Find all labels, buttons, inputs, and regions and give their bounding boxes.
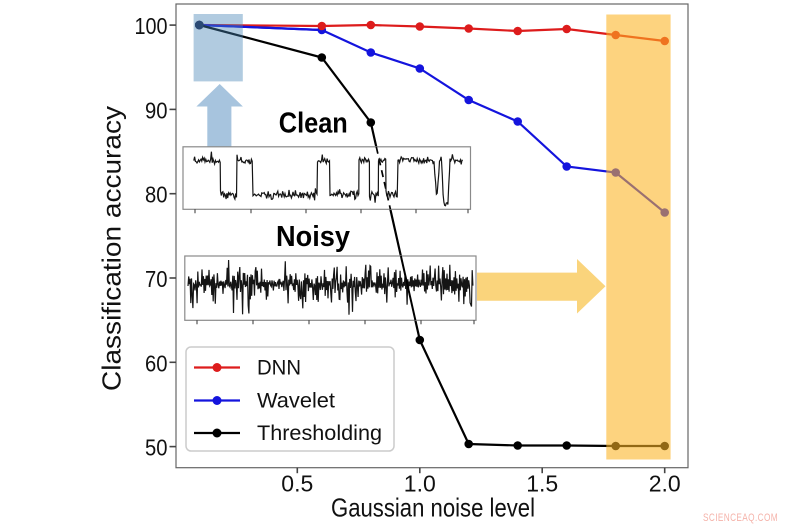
svg-text:2.0: 2.0 xyxy=(649,471,681,497)
svg-text:50: 50 xyxy=(145,435,168,461)
svg-text:SCIENCEAQ.COM: SCIENCEAQ.COM xyxy=(703,512,778,524)
svg-text:Gaussian noise level: Gaussian noise level xyxy=(331,493,535,523)
svg-text:1.0: 1.0 xyxy=(404,471,436,497)
svg-text:100: 100 xyxy=(135,13,168,39)
svg-text:60: 60 xyxy=(145,350,168,376)
svg-text:Clean: Clean xyxy=(279,108,348,140)
svg-text:Wavelet: Wavelet xyxy=(257,390,335,413)
svg-text:Noisy: Noisy xyxy=(276,221,350,253)
svg-text:70: 70 xyxy=(145,266,168,292)
svg-text:Classification accuracy: Classification accuracy xyxy=(97,106,127,391)
svg-text:DNN: DNN xyxy=(257,357,301,380)
svg-text:1.5: 1.5 xyxy=(526,471,558,497)
svg-text:80: 80 xyxy=(145,182,168,208)
svg-text:Thresholding: Thresholding xyxy=(257,422,382,445)
svg-text:90: 90 xyxy=(145,97,168,123)
svg-text:0.5: 0.5 xyxy=(281,471,313,497)
